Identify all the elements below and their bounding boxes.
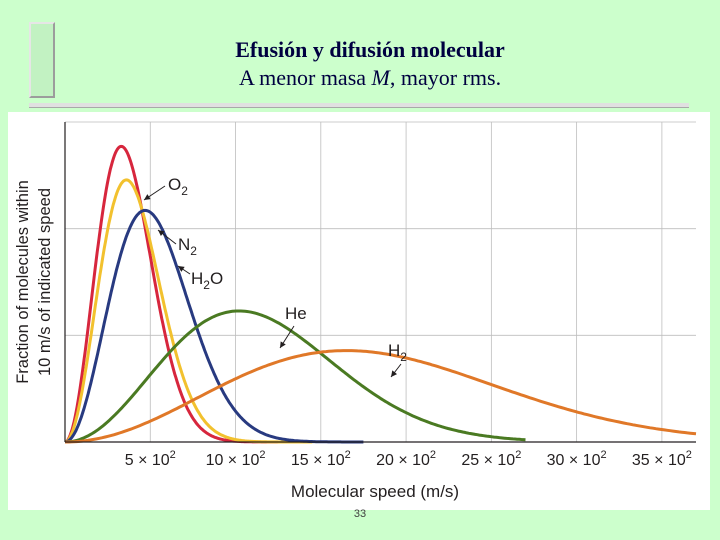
x-tick-label: 25 × 102 — [461, 449, 521, 469]
series-label-n2: N2 — [178, 235, 197, 258]
series-label-o2: O2 — [168, 175, 188, 198]
callout-arrowhead-n2 — [158, 230, 165, 237]
decorative-frame — [29, 22, 55, 98]
curves — [64, 144, 697, 444]
decorative-rule — [29, 103, 689, 108]
y-axis-label-line2: 10 m/s of indicated speed — [36, 188, 54, 376]
series-label-h2o: H2O — [191, 269, 223, 292]
callout-arrowhead-h2o — [178, 266, 185, 272]
subtitle-variable: M — [371, 65, 390, 90]
slide-subtitle: A menor masa M, mayor rms. — [0, 64, 720, 92]
x-tick-label: 15 × 102 — [291, 449, 351, 469]
axes — [64, 122, 696, 443]
curve-he — [64, 309, 526, 444]
x-tick-label: 10 × 102 — [206, 449, 266, 469]
subtitle-prefix: A menor masa — [238, 65, 372, 90]
y-axis-label-line1: Fraction of molecules within — [14, 180, 32, 384]
x-tick-labels: 5 × 102 10 × 102 15 × 102 20 × 102 25 × 102 3… — [125, 449, 692, 469]
callout-arrowhead-he — [280, 341, 286, 348]
callout-arrowhead-h2 — [391, 370, 398, 377]
series-label-h2: H2 — [388, 341, 407, 364]
y-axis-label: Fraction of molecules within 10 m/s of i… — [14, 180, 54, 384]
subtitle-suffix: , mayor rms. — [389, 65, 502, 90]
slide-title: Efusión y difusión molecular — [235, 37, 505, 62]
x-axis-label: Molecular speed (m/s) — [291, 482, 459, 501]
curve-h2o — [64, 208, 364, 444]
series-label-he: He — [285, 304, 307, 323]
page-number: 33 — [353, 508, 367, 520]
chart-panel: O2 N2 H2O He H2 5 × 102 10 × 102 15 × 102 20 × … — [8, 112, 710, 510]
x-tick-label: 20 × 102 — [376, 449, 436, 469]
speed-distribution-chart: O2 N2 H2O He H2 5 × 102 10 × 102 15 × 102 20 × … — [14, 121, 697, 501]
slide-title-block: Efusión y difusión molecular A menor mas… — [0, 36, 720, 92]
series-labels: O2 N2 H2O He H2 — [143, 175, 407, 378]
grid — [65, 121, 696, 442]
curve-h2 — [65, 349, 697, 444]
x-tick-label: 5 × 102 — [125, 449, 176, 469]
callout-arrowhead-o2 — [144, 194, 151, 200]
x-tick-label: 30 × 102 — [547, 449, 607, 469]
x-tick-label: 35 × 102 — [632, 449, 692, 469]
